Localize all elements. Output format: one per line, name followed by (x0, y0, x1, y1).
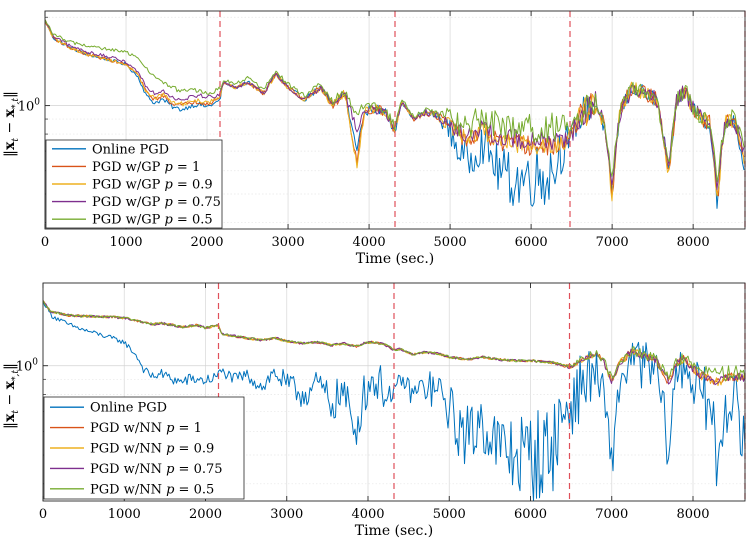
legend-label-3: PGD w/NN p = 0.75 (90, 462, 223, 477)
bottom-chart: 0 1000 2000 3000 4000 5000 6000 7000 8000100Time… (2, 282, 746, 539)
x-tick-label: 3000 (270, 507, 303, 522)
legend: Online PGD PGD w/GP p = 1 PGD w/GP p = 0.9… (45, 139, 223, 229)
x-tick-label: 8000 (677, 235, 710, 250)
x-tick-label: 6000 (515, 235, 548, 250)
legend-label-2: PGD w/NN p = 0.9 (90, 442, 214, 457)
series-line-4 (45, 19, 745, 182)
x-axis-label: Time (sec.) (356, 251, 435, 267)
legend-label-0: Online PGD (90, 401, 167, 416)
legend-label-0: Online PGD (92, 142, 169, 157)
x-tick-label: 5000 (433, 507, 466, 522)
x-tick-label: 0 (39, 507, 47, 522)
y-tick-label: 100 (18, 98, 41, 115)
legend-label-4: PGD w/NN p = 0.5 (90, 482, 214, 497)
x-tick-label: 4000 (351, 507, 384, 522)
legend-label-3: PGD w/GP p = 0.75 (92, 195, 221, 210)
x-tick-label: 1000 (108, 507, 141, 522)
y-axis-label: ‖xt − x*,t‖ (2, 363, 21, 429)
legend-label-1: PGD w/NN p = 1 (90, 421, 202, 436)
legend-label-1: PGD w/GP p = 1 (92, 160, 200, 175)
top-chart: 0 1000 2000 3000 4000 5000 6000 7000 8000 100 Time… (2, 10, 746, 267)
x-tick-label: 2000 (189, 507, 222, 522)
x-tick-label: 7000 (596, 235, 629, 250)
x-tick-label: 0 (41, 235, 49, 250)
x-tick-label: 1000 (109, 235, 142, 250)
legend-label-2: PGD w/GP p = 0.9 (92, 178, 213, 193)
axes-box (44, 10, 746, 230)
x-tick-label: 2000 (190, 235, 223, 250)
x-tick-label: 8000 (676, 507, 709, 522)
y-axis-label: ‖xt − x*,t‖ (2, 91, 21, 157)
x-tick-label: 5000 (434, 235, 467, 250)
x-axis-label: Time (sec.) (355, 523, 434, 539)
series-line-4 (43, 300, 745, 382)
axes-box (42, 282, 746, 502)
x-tick-label: 4000 (353, 235, 386, 250)
x-tick-label: 3000 (272, 235, 305, 250)
legend: Online PGD PGD w/NN p = 1 PGD w/NN p = 0.9… (43, 396, 245, 500)
x-tick-label: 7000 (595, 507, 628, 522)
x-tick-label: 6000 (514, 507, 547, 522)
legend-label-4: PGD w/GP p = 0.5 (92, 213, 213, 228)
